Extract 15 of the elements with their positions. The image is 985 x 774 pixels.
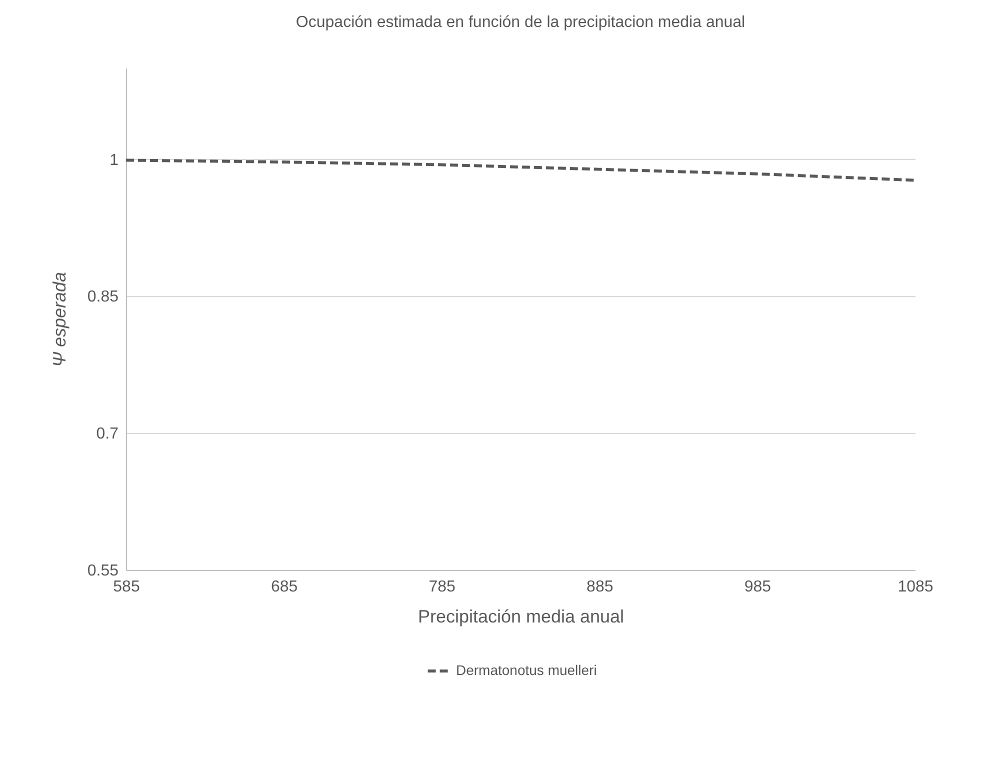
y-tick-label: 0.55 xyxy=(87,562,119,580)
x-axis-title: Precipitación media anual xyxy=(418,606,624,626)
y-tick-label: 1 xyxy=(110,152,119,169)
y-tick-label: 0.7 xyxy=(96,426,119,443)
line-series xyxy=(126,158,915,182)
x-tick-label: 685 xyxy=(270,578,298,596)
chart-title: Ocupación estimada en función de la precipitacion media anual xyxy=(296,14,746,31)
x-tick-label: 785 xyxy=(428,578,456,596)
x-tick-label: 885 xyxy=(586,578,614,596)
legend-label: Dermatonotus muelleri xyxy=(456,662,597,678)
y-axis-title: Ψ esperada xyxy=(49,272,70,368)
x-tick-label: 1085 xyxy=(898,578,934,596)
x-tick-label: 985 xyxy=(744,578,772,596)
y-tick-label: 0.85 xyxy=(87,288,119,306)
x-tick-label: 585 xyxy=(113,578,140,596)
